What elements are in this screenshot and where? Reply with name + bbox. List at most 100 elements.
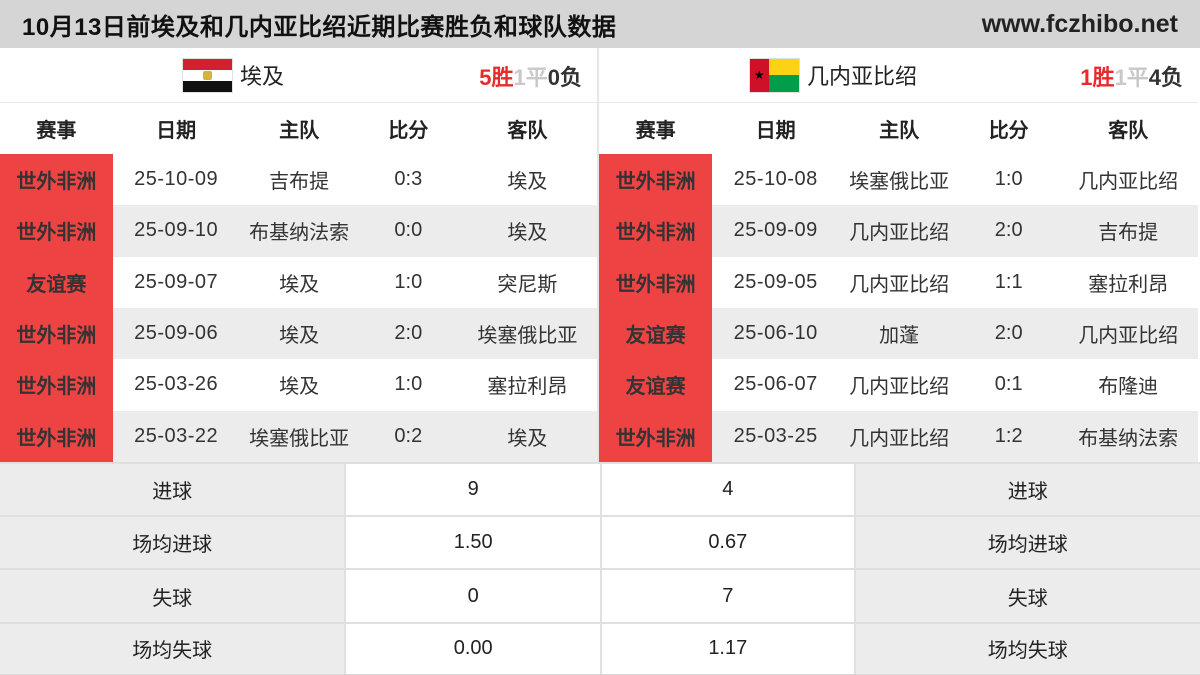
guinea-bissau-flag-yellow-stripe (768, 58, 799, 75)
competition-badge: 友谊赛 (0, 256, 113, 308)
match-score: 1:0 (994, 168, 1023, 191)
match-row: 世外非洲 25-03-26 埃及 1:0 塞拉利昂 (0, 359, 597, 411)
home-team: 埃及 (279, 273, 320, 296)
egypt-flag-white-stripe (182, 69, 232, 81)
column-header-date: 日期 (156, 120, 197, 142)
egypt-flag-red-stripe (182, 58, 232, 70)
stats-value-guinea-bissau: 7 (599, 570, 856, 622)
match-row: 友谊赛 25-09-07 埃及 1:0 突尼斯 (0, 256, 597, 308)
column-header-home: 主队 (879, 120, 920, 142)
match-date: 25-09-09 (733, 219, 818, 242)
competition-badge: 世外非洲 (0, 410, 113, 462)
home-team: 埃塞俄比亚 (849, 171, 950, 194)
match-date: 25-03-25 (733, 424, 818, 447)
stats-value-guinea-bissau: 4 (599, 463, 856, 516)
away-team: 埃及 (507, 222, 548, 245)
stats-row-conceded: 失球 0 7 失球 (0, 568, 1200, 622)
home-team: 吉布提 (269, 171, 330, 194)
match-row: 世外非洲 25-10-08 埃塞俄比亚 1:0 几内亚比绍 (599, 154, 1198, 206)
egypt-flag-eagle-emblem (202, 70, 212, 80)
home-team: 埃及 (279, 325, 320, 348)
guinea-bissau-flag-stripes (768, 58, 799, 92)
stats-label-left: 进球 (0, 463, 345, 516)
match-score: 0:0 (394, 219, 423, 242)
competition-badge: 世外非洲 (599, 410, 713, 462)
team-name: 埃及 (239, 64, 284, 89)
stats-label-right: 进球 (855, 463, 1200, 516)
stats-table: 进球 9 4 进球 场均进球 1.50 0.67 场均进球 失球 0 7 失球 … (0, 461, 1200, 675)
team-record: 5胜 1平 0负 (479, 48, 582, 103)
column-header-away: 客队 (507, 120, 548, 142)
stats-row-avg-goals: 场均进球 1.50 0.67 场均进球 (0, 515, 1200, 569)
egypt-flag-icon (182, 58, 232, 92)
egypt-flag-black-stripe (182, 80, 232, 92)
stats-row-avg-conceded: 场均失球 0.00 1.17 场均失球 (0, 621, 1200, 675)
match-date: 25-06-07 (733, 373, 818, 396)
home-team: 几内亚比绍 (849, 222, 950, 245)
column-header-date: 日期 (755, 120, 796, 142)
competition-badge: 世外非洲 (599, 205, 713, 257)
team-record: 1胜 1平 4负 (1080, 48, 1183, 103)
home-team: 几内亚比绍 (849, 273, 950, 296)
team-panel-guinea-bissau: ★ 几内亚比绍 1胜 1平 4负 赛事 日期 主队 比分 客队 (599, 48, 1198, 462)
stats-label-left: 场均进球 (0, 517, 345, 569)
page-title: 10月13日前埃及和几内亚比绍近期比赛胜负和球队数据 (22, 13, 617, 41)
match-date: 25-09-10 (134, 219, 219, 242)
away-team: 塞拉利昂 (1088, 273, 1169, 296)
competition-badge: 世外非洲 (599, 154, 713, 206)
match-score: 1:2 (994, 424, 1023, 447)
record-losses: 4负 (1148, 64, 1183, 90)
stats-value-egypt: 1.50 (344, 517, 600, 569)
match-date: 25-03-22 (134, 424, 219, 447)
match-row: 友谊赛 25-06-07 几内亚比绍 0:1 布隆迪 (599, 359, 1198, 411)
match-row: 友谊赛 25-06-10 加蓬 2:0 几内亚比绍 (599, 307, 1198, 360)
competition-badge: 世外非洲 (0, 154, 113, 206)
home-team: 埃塞俄比亚 (249, 427, 350, 450)
home-team: 加蓬 (879, 325, 920, 348)
match-date: 25-06-10 (733, 322, 818, 345)
match-row: 世外非洲 25-10-09 吉布提 0:3 埃及 (0, 154, 597, 206)
match-date: 25-09-05 (733, 270, 818, 293)
match-score: 0:2 (394, 424, 423, 447)
stats-row-goals: 进球 9 4 进球 (0, 461, 1200, 516)
home-team: 布基纳法索 (249, 222, 350, 245)
column-header-score: 比分 (388, 120, 429, 142)
away-team: 布隆迪 (1098, 376, 1159, 399)
record-draws: 1平 (513, 64, 548, 90)
away-team: 突尼斯 (497, 273, 558, 296)
team-name: 几内亚比绍 (806, 64, 917, 89)
match-row: 世外非洲 25-09-06 埃及 2:0 埃塞俄比亚 (0, 307, 597, 360)
column-header-away: 客队 (1108, 120, 1149, 142)
record-wins: 1胜 (1080, 64, 1115, 90)
stats-label-left: 失球 (0, 570, 345, 622)
match-row: 世外非洲 25-09-09 几内亚比绍 2:0 吉布提 (599, 205, 1198, 257)
match-score: 1:0 (394, 270, 423, 293)
competition-badge: 友谊赛 (599, 307, 713, 360)
record-losses: 0负 (547, 64, 582, 90)
competition-badge: 友谊赛 (599, 359, 713, 411)
column-header-competition: 赛事 (635, 120, 676, 142)
stats-value-egypt: 9 (344, 463, 600, 516)
competition-badge: 世外非洲 (599, 256, 713, 308)
team-panel-egypt: 埃及 5胜 1平 0负 赛事 日期 主队 比分 客队 世外非洲 25-10-09… (0, 48, 599, 462)
away-team: 几内亚比绍 (1078, 325, 1179, 348)
stats-label-right: 场均进球 (855, 517, 1200, 569)
match-score: 2:0 (994, 322, 1023, 345)
match-date: 25-09-06 (134, 322, 219, 345)
site-url: www.fczhibo.net (981, 9, 1178, 38)
home-team: 几内亚比绍 (849, 427, 950, 450)
stats-label-right: 失球 (855, 570, 1200, 622)
match-score: 1:1 (994, 270, 1023, 293)
match-score: 2:0 (394, 322, 423, 345)
away-team: 几内亚比绍 (1078, 171, 1179, 194)
match-row: 世外非洲 25-09-05 几内亚比绍 1:1 塞拉利昂 (599, 256, 1198, 308)
match-score: 0:1 (994, 373, 1023, 396)
match-row: 世外非洲 25-09-10 布基纳法索 0:0 埃及 (0, 205, 597, 257)
away-team: 布基纳法索 (1078, 427, 1179, 450)
home-team: 几内亚比绍 (849, 376, 950, 399)
competition-badge: 世外非洲 (0, 205, 113, 257)
column-header-score: 比分 (988, 120, 1029, 142)
guinea-bissau-flag-red-band: ★ (749, 58, 769, 92)
guinea-bissau-flag-icon: ★ (749, 58, 799, 92)
